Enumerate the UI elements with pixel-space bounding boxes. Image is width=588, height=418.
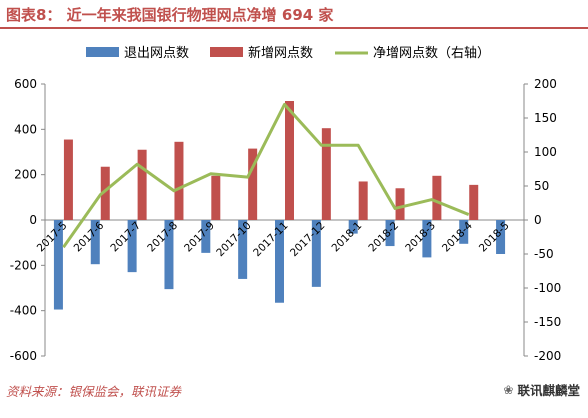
chart-title: 图表8： 近一年来我国银行物理网点净增 694 家 [6,6,334,24]
right-axis-tick-label: -50 [534,247,554,261]
right-axis-tick-label: -150 [534,315,561,329]
left-axis-tick-label: 600 [14,77,37,91]
x-axis-tick-label: 2018-2 [366,220,401,255]
source-note: 资料来源：银保监会，联讯证券 [6,384,182,399]
exit-bar [53,220,63,310]
new-bar [63,139,73,220]
x-axis-tick-label: 2018-3 [403,220,438,255]
exit-bar [275,220,284,303]
x-axis-tick-label: 2017-11 [251,220,291,260]
x-axis-tick-label: 2018-1 [330,220,365,255]
right-axis-tick-label: -100 [534,281,561,295]
right-axis-tick-label: -200 [534,349,561,363]
right-axis-tick-label: 50 [534,179,549,193]
x-axis-tick-label: 2018-5 [477,220,512,255]
new-bar [174,141,184,220]
new-bar [285,101,294,220]
wechat-icon: ❀ [503,382,514,397]
new-bar [137,149,147,220]
x-axis-tick-label: 2018-4 [440,219,475,254]
exit-bar [164,220,174,290]
exit-bar [385,220,395,247]
x-axis-tick-label: 2017-6 [72,219,107,254]
left-axis-tick-label: 0 [29,213,37,227]
left-axis-tick-label: -600 [10,349,37,363]
new-bar [432,175,442,220]
exit-bar [459,220,469,244]
new-bar [358,181,368,220]
x-axis-tick-label: 2017-5 [35,220,70,255]
legend-swatch-new [210,47,243,57]
title-bar: 图表8： 近一年来我国银行物理网点净增 694 家 [0,0,588,29]
x-axis-tick-label: 2017-7 [108,220,143,255]
right-axis-tick-label: 200 [534,77,557,91]
left-axis-tick-label: 200 [14,168,37,182]
watermark-text: 联讯麒麟堂 [517,383,580,398]
x-axis-tick-label: 2017-10 [214,220,254,260]
title-divider [0,27,588,29]
x-axis-tick-label: 2017-12 [288,220,328,260]
new-bar [100,166,110,220]
exit-bar [201,220,211,253]
left-axis-tick-label: 400 [14,122,37,136]
new-bar [395,188,405,220]
exit-bar [496,220,506,254]
net-line [62,102,470,249]
left-axis-tick-label: -200 [10,258,37,272]
new-bar [248,148,258,220]
x-axis-tick-label: 2017-9 [182,220,217,255]
right-axis-tick-label: 150 [534,111,557,125]
legend-label-exit: 退出网点数 [124,46,189,61]
watermark: ❀ 联讯麒麟堂 [503,380,580,399]
exit-bar [348,220,358,234]
exit-bar [422,220,432,258]
exit-bar [90,220,100,265]
legend-swatch-exit [86,47,119,57]
exit-bar [238,220,248,279]
x-axis-tick-label: 2017-8 [145,220,180,255]
legend-label-net: 净增网点数（右轴） [373,46,490,61]
right-axis-tick-label: 0 [534,213,542,227]
new-bar [211,175,221,220]
exit-bar [127,220,137,273]
legend-label-new: 新增网点数 [248,45,313,61]
right-axis-tick-label: 100 [534,145,557,159]
new-bar [321,128,331,220]
new-bar [469,184,479,220]
exit-bar [311,220,321,287]
left-axis-tick-label: -400 [10,304,37,318]
